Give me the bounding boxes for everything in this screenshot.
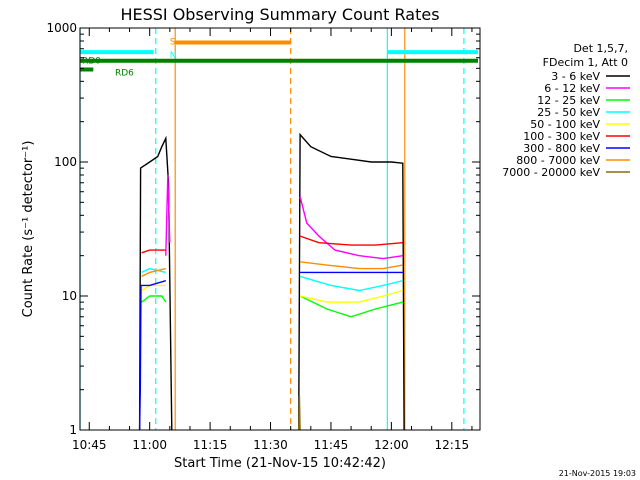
y-tick-label: 1	[69, 423, 77, 437]
legend-label-7000-20000-kev: 7000 - 20000 keV	[502, 166, 600, 179]
x-tick-label: 11:00	[132, 438, 167, 452]
footer-timestamp: 21-Nov-2015 19:03	[559, 469, 636, 478]
plot-frame	[79, 27, 481, 431]
flag-label-s: S	[170, 37, 176, 47]
legend-label-800-7000-kev: 800 - 7000 keV	[516, 154, 600, 167]
series-7000-20000-kev-segment-0	[298, 395, 301, 431]
series-25-50-kev-segment-1	[299, 275, 403, 292]
series-12-25-kev-segment-0	[141, 295, 167, 303]
series-800-7000-kev-segment-1	[300, 261, 403, 270]
legend-label-300-800-kev: 300 - 800 keV	[523, 142, 600, 155]
y-tick-label: 1000	[46, 21, 77, 35]
x-axis-label: Start Time (21-Nov-15 10:42:42)	[174, 456, 386, 471]
series-6-12-kev-segment-0	[165, 174, 171, 256]
series-50-100-kev-segment-0	[141, 284, 166, 292]
legend-header: Det 1,5,7,	[573, 42, 628, 55]
series-12-25-kev-segment-1	[299, 295, 403, 318]
legend-label-25-50-kev: 25 - 50 keV	[537, 106, 600, 119]
y-tick-label: 100	[54, 155, 77, 169]
series-800-7000-kev-segment-0	[141, 267, 166, 278]
series-100-300-kev-segment-1	[299, 235, 403, 246]
series-300-800-kev-segment-0	[138, 280, 166, 431]
plot-area: SN RD0 RD6	[79, 28, 478, 431]
y-axis-label: Count Rate (s⁻¹ detector⁻¹)	[21, 141, 36, 318]
series-3-6-kev-segment-1	[298, 132, 405, 431]
x-tick-label: 11:30	[253, 438, 288, 452]
x-tick-label: 11:45	[314, 438, 349, 452]
legend-label-6-12-kev: 6 - 12 keV	[544, 82, 600, 95]
series-100-300-kev-segment-0	[141, 249, 166, 254]
y-tick-label: 10	[62, 289, 77, 303]
x-tick-label: 11:15	[193, 438, 228, 452]
flag-label-n: N	[170, 51, 177, 61]
x-tick-label: 10:45	[72, 438, 107, 452]
flag-label-rd0: RD0	[82, 57, 101, 67]
legend-label-12-25-kev: 12 - 25 keV	[537, 94, 600, 107]
chart-title: HESSI Observing Summary Count Rates	[120, 5, 439, 24]
axes: 1 10 100 1000 10:45 11:00 11:15 11:30 11:45 12:00…	[46, 21, 480, 452]
x-tick-label: 12:15	[435, 438, 470, 452]
series-25-50-kev-segment-0	[141, 267, 166, 274]
legend-label-50-100-kev: 50 - 100 keV	[530, 118, 600, 131]
legend-header: FDecim 1, Att 0	[543, 56, 628, 69]
series-50-100-kev-segment-1	[299, 289, 403, 303]
series-6-12-kev-segment-1	[299, 196, 403, 260]
legend-label-3-6-kev: 3 - 6 keV	[551, 70, 600, 83]
legend-label-100-300-kev: 100 - 300 keV	[523, 130, 600, 143]
x-tick-label: 12:00	[374, 438, 409, 452]
flag-label-rd6: RD6	[115, 69, 134, 79]
